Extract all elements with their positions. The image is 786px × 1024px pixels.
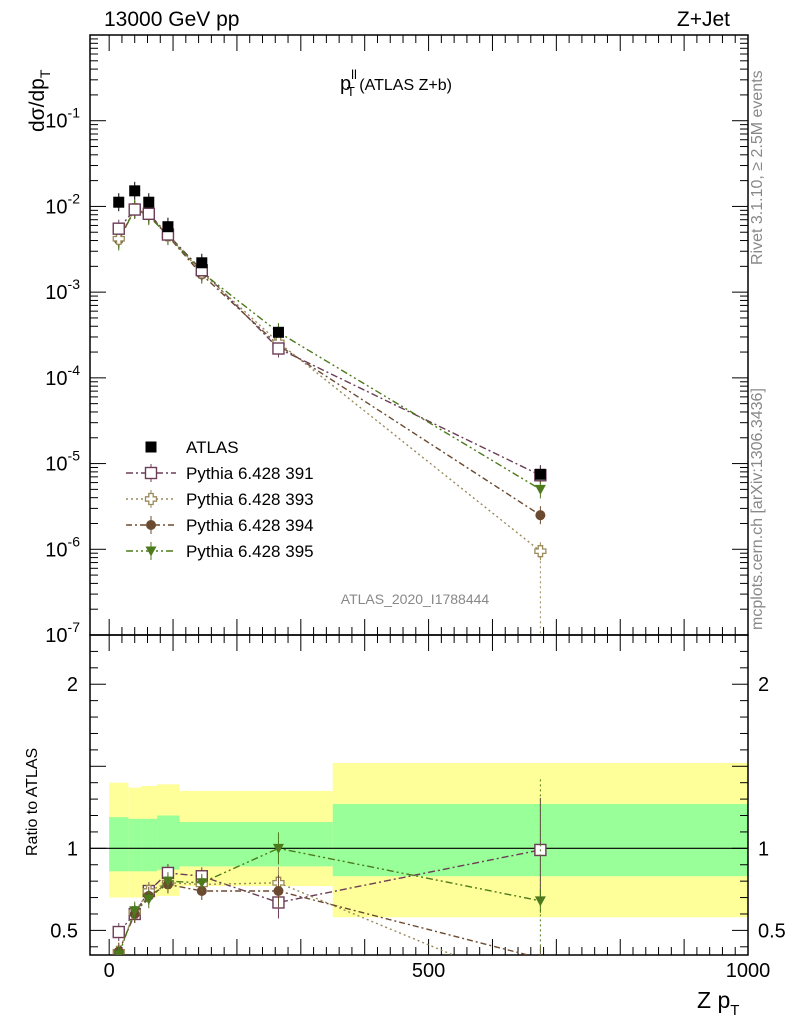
y-axis-title: dσ/dpT — [26, 69, 53, 132]
main-point-0 — [129, 185, 141, 197]
ratio-y-tick-label-right: 1 — [758, 838, 769, 860]
legend-marker — [145, 441, 157, 453]
x-axis-title: Z pT — [697, 987, 739, 1019]
main-y-tick-label: 10-2 — [45, 190, 80, 218]
ratio-point-2 — [273, 886, 284, 896]
mcplots-label: mcplots.cern.ch [arXiv:1306.3436] — [749, 388, 766, 630]
main-y-tick-label: 10-3 — [45, 276, 80, 304]
ratio-band-inner-2 — [141, 818, 158, 872]
ratio-data — [112, 779, 547, 955]
main-point-0 — [113, 196, 125, 208]
main-point-0 — [272, 326, 284, 338]
main-point-1 — [272, 342, 285, 355]
legend-label: Pythia 6.428 395 — [186, 542, 314, 561]
ratio-point-3 — [143, 894, 155, 905]
plot-title: pll T (ATLAS Z+b) — [340, 67, 452, 99]
ratio-point-3 — [196, 878, 208, 889]
ratio-frame — [89, 634, 749, 956]
ratio-band-inner-4 — [179, 822, 333, 867]
main-y-tick-label: 10-6 — [45, 533, 80, 561]
main-point-2 — [534, 545, 547, 558]
ratio-y-tick-label: 0.5 — [50, 920, 78, 942]
main-series-line-1 — [118, 208, 541, 476]
header-right: Z+Jet — [677, 8, 730, 31]
legend-label: Pythia 6.428 394 — [186, 516, 314, 535]
header-left: 13000 GeV pp — [104, 8, 239, 31]
main-point-2 — [112, 232, 125, 245]
rivet-label: Rivet 3.1.10, ≥ 2.5M events — [749, 70, 766, 265]
legend-label: Pythia 6.428 393 — [186, 490, 314, 509]
ratio-band-inner-3 — [157, 815, 180, 870]
main-point-1 — [142, 207, 155, 221]
ratio-band-inner-1 — [128, 818, 142, 872]
ratio-y-label: Ratio to ATLAS — [24, 748, 41, 856]
ratio-y-tick-label: 1 — [67, 838, 78, 860]
main-series-line-4 — [118, 207, 541, 490]
ratio-y-tick-label-right: 0.5 — [758, 920, 786, 942]
main-y-tick-label: 10-1 — [45, 105, 80, 133]
main-point-1 — [112, 222, 125, 235]
ratio-y-tick-label: 2 — [67, 674, 78, 696]
ratio-panel: 0 500 1000 0.5 0.5 1 1 2 2 — [50, 35, 786, 982]
main-point-1 — [128, 203, 141, 216]
analysis-id: ATLAS_2020_I1788444 — [341, 591, 490, 607]
main-point-4 — [534, 484, 546, 495]
legend-marker — [144, 466, 158, 480]
main-point-0 — [162, 221, 174, 233]
main-series-line-2 — [118, 208, 541, 552]
ratio-band-inner-0 — [109, 817, 129, 872]
main-point-0 — [534, 468, 546, 480]
main-data — [112, 181, 547, 635]
x-tick-label: 0 — [104, 960, 115, 982]
ratio-point-3 — [113, 950, 125, 955]
legend-marker — [145, 546, 157, 557]
ratio-point-3 — [272, 843, 284, 854]
ratio-point-3 — [129, 906, 141, 917]
legend: ATLAS Pythia 6.428 391 Pythia 6.428 393 Pyt… — [126, 438, 314, 561]
main-point-3 — [535, 510, 546, 521]
legend-marker — [146, 520, 156, 530]
main-y-tick-label: 10-7 — [45, 619, 80, 647]
x-tick-label: 1000 — [726, 960, 771, 982]
legend-label: Pythia 6.428 391 — [186, 464, 314, 483]
main-point-0 — [143, 196, 155, 208]
ratio-point-3 — [162, 876, 174, 887]
legend-label: ATLAS — [186, 438, 239, 457]
main-y-tick-label: 10-5 — [45, 448, 80, 476]
main-panel: 10-7 10-6 10-5 10-4 10-3 10-2 10-1 — [45, 34, 749, 647]
ratio-y-tick-label-right: 2 — [758, 674, 769, 696]
ratio-point-0 — [112, 925, 125, 939]
x-tick-label: 500 — [412, 960, 445, 982]
main-y-tick-label: 10-4 — [45, 362, 80, 390]
legend-marker — [144, 492, 158, 506]
main-point-0 — [196, 257, 208, 269]
